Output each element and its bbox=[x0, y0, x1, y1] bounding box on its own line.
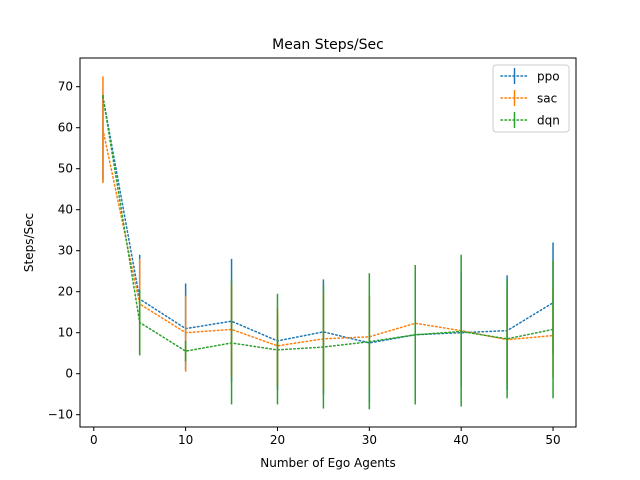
x-tick-label: 50 bbox=[545, 433, 560, 447]
y-tick-label: 30 bbox=[58, 244, 73, 258]
series-layer bbox=[102, 76, 554, 410]
series-line-sac bbox=[102, 129, 554, 347]
chart-title: Mean Steps/Sec bbox=[272, 37, 384, 53]
y-tick-label: −10 bbox=[48, 408, 73, 422]
plot-frame bbox=[79, 57, 577, 428]
y-tick-label: 0 bbox=[65, 367, 73, 381]
x-axis-label: Number of Ego Agents bbox=[260, 456, 396, 470]
y-tick-label: 40 bbox=[58, 203, 73, 217]
y-tick-label: 70 bbox=[58, 80, 73, 94]
y-tick-label: 50 bbox=[58, 162, 73, 176]
x-tick-label: 40 bbox=[454, 433, 469, 447]
series-ppo bbox=[102, 94, 554, 403]
legend-label-dqn: dqn bbox=[537, 114, 560, 128]
y-axis: −10 0 10 20 30 40 50 60 70 bbox=[48, 80, 80, 422]
y-tick-label: 20 bbox=[58, 285, 73, 299]
x-tick-label: 0 bbox=[90, 433, 98, 447]
x-tick-label: 20 bbox=[270, 433, 285, 447]
y-tick-label: 10 bbox=[58, 326, 73, 340]
legend-label-sac: sac bbox=[537, 92, 557, 106]
series-line-ppo bbox=[102, 96, 554, 344]
x-tick-label: 30 bbox=[362, 433, 377, 447]
y-axis-label: Steps/Sec bbox=[22, 213, 36, 272]
series-sac bbox=[102, 76, 554, 391]
series-line-dqn bbox=[102, 96, 554, 352]
y-tick-label: 60 bbox=[58, 121, 73, 135]
legend-label-ppo: ppo bbox=[537, 70, 560, 84]
legend: ppo sac dqn bbox=[492, 64, 570, 133]
legend-box bbox=[492, 64, 570, 133]
x-tick-label: 10 bbox=[178, 433, 193, 447]
x-axis: 0 10 20 30 40 50 bbox=[90, 427, 561, 447]
series-dqn bbox=[102, 94, 554, 410]
